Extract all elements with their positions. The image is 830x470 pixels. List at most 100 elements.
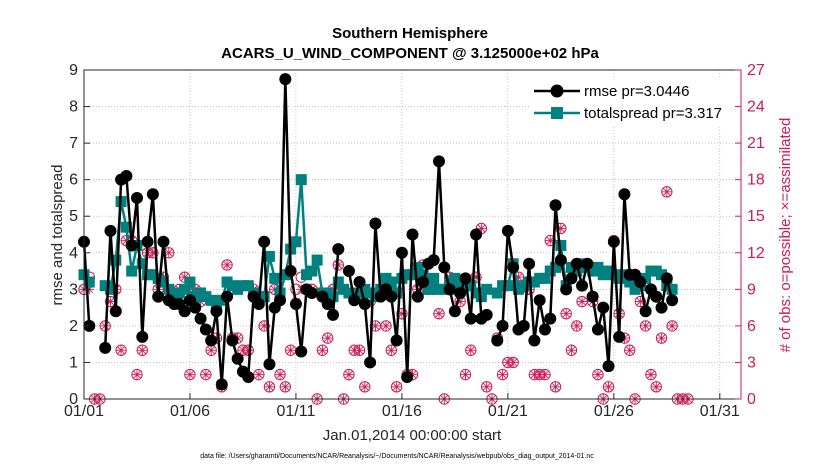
- data-point: [252, 297, 265, 310]
- data-point: [501, 224, 514, 237]
- obs-possible-point: [592, 368, 604, 381]
- data-point: [332, 276, 344, 288]
- obs-assimilated-point: [391, 381, 402, 392]
- y2-axis-label: # of obs: o=possible; ×=assimilated: [777, 118, 794, 353]
- data-point: [502, 280, 514, 292]
- series-rmse: [78, 73, 679, 391]
- data-point: [491, 334, 504, 347]
- y2-tick-label: 27: [747, 62, 765, 79]
- obs-possible-point: [624, 344, 636, 356]
- legend-box: [531, 78, 735, 126]
- data-point: [507, 261, 520, 274]
- data-point: [242, 280, 254, 292]
- obs-possible-point: [359, 381, 371, 393]
- data-point: [666, 294, 679, 307]
- obs-possible-point: [465, 344, 477, 356]
- data-point: [549, 199, 562, 212]
- data-point: [295, 174, 307, 186]
- data-point: [470, 228, 483, 241]
- data-point: [110, 254, 122, 266]
- y-tick-label: 4: [69, 245, 78, 262]
- obs-possible-point: [661, 186, 673, 198]
- data-point: [284, 265, 297, 278]
- data-point: [120, 170, 133, 183]
- obs-possible-point: [571, 320, 583, 332]
- data-point: [464, 312, 477, 325]
- y2-tick-label: 0: [747, 391, 756, 408]
- obs-assimilated-point: [539, 369, 550, 380]
- obs-assimilated-point: [381, 320, 392, 331]
- data-point: [496, 319, 509, 332]
- data-point: [141, 235, 154, 248]
- obs-assimilated-point: [460, 369, 471, 380]
- obs-assimilated-point: [645, 369, 656, 380]
- data-point: [517, 319, 530, 332]
- data-point: [528, 334, 541, 347]
- data-file-footnote: data file: /Users/gharamti/Documents/NCA…: [200, 453, 594, 460]
- data-point: [544, 312, 557, 325]
- obs-assimilated-point: [651, 381, 662, 392]
- obs-possible-point: [560, 308, 572, 320]
- data-point: [602, 360, 615, 373]
- obs-possible-point: [639, 320, 652, 332]
- data-point: [480, 308, 493, 321]
- obs-assimilated-point: [222, 259, 233, 270]
- data-point: [157, 276, 169, 288]
- data-point: [263, 250, 275, 262]
- obs-possible-point: [115, 344, 127, 356]
- obs-possible-point: [645, 368, 657, 381]
- data-point: [417, 276, 430, 289]
- obs-possible-point: [459, 368, 472, 381]
- chart-title: Southern Hemisphere: [332, 25, 488, 42]
- data-point: [215, 378, 228, 391]
- y-tick-label: 3: [69, 281, 78, 298]
- data-point: [184, 276, 196, 288]
- obs-assimilated-point: [577, 296, 588, 307]
- y2-tick-label: 9: [747, 281, 756, 298]
- obs-possible-point: [480, 381, 493, 393]
- data-point: [146, 188, 159, 201]
- data-point: [332, 243, 345, 256]
- obs-assimilated-point: [481, 381, 492, 392]
- series-line: [496, 193, 674, 368]
- data-point: [550, 261, 562, 273]
- obs-assimilated-point: [343, 369, 354, 380]
- data-point: [104, 283, 116, 295]
- obs-possible-point: [322, 332, 334, 344]
- obs-assimilated-point: [116, 345, 127, 356]
- data-point: [353, 276, 366, 289]
- data-point: [136, 330, 149, 343]
- legend-totalspread-marker: [551, 107, 563, 119]
- obs-possible-point: [200, 368, 212, 381]
- y-tick-label: 2: [69, 318, 78, 335]
- obs-assimilated-point: [322, 333, 333, 344]
- data-point: [263, 358, 276, 371]
- y-axis-label: rmse and totalspread: [49, 165, 66, 306]
- data-point: [342, 265, 355, 278]
- data-point: [656, 269, 668, 281]
- legend-rmse-label: rmse pr=3.0446: [584, 83, 689, 100]
- x-tick-label: 01/26: [594, 403, 634, 420]
- data-point: [289, 297, 302, 310]
- obs-assimilated-point: [200, 369, 211, 380]
- obs-possible-point: [634, 295, 647, 308]
- y2-tick-label: 6: [747, 318, 756, 335]
- data-point: [639, 305, 652, 318]
- data-point: [613, 330, 626, 343]
- data-point: [189, 301, 202, 314]
- obs-possible-point: [136, 344, 148, 356]
- legend-rmse-marker: [550, 84, 564, 98]
- data-point: [305, 286, 318, 299]
- obs-possible-point: [131, 368, 143, 381]
- obs-assimilated-point: [550, 381, 561, 392]
- obs-possible-point: [602, 381, 615, 393]
- data-point: [369, 217, 382, 230]
- data-point: [432, 155, 445, 168]
- data-point: [607, 235, 620, 248]
- data-point: [459, 272, 472, 285]
- obs-assimilated-point: [253, 369, 264, 380]
- data-point: [390, 334, 403, 347]
- data-point: [538, 323, 551, 336]
- data-point: [640, 272, 652, 284]
- obs-possible-point: [274, 368, 286, 381]
